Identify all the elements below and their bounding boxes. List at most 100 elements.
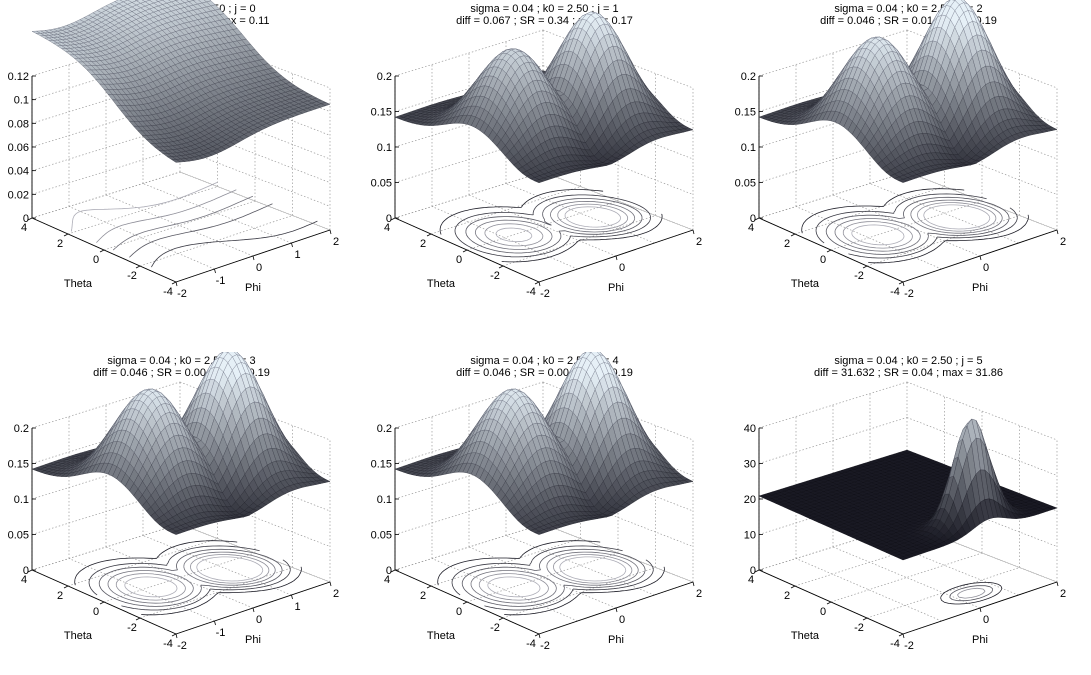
contour-line [152, 221, 318, 267]
z-tick-label: 0.2 [14, 423, 29, 435]
phi-tick-label: 2 [333, 236, 339, 248]
phi-axis-label: Phi [972, 282, 988, 294]
theta-tick-label: 4 [384, 222, 390, 234]
theta-tick-label: -4 [163, 638, 173, 650]
theta-tick [827, 250, 831, 252]
surface-plot: 00.020.040.060.080.10.12-4-2024-2-1012Th… [0, 0, 363, 323]
theta-tick-label: 2 [57, 590, 63, 602]
theta-tick-label: 0 [93, 606, 99, 618]
subplot-panel: sigma = 0.04 ; k0 = 2.50 ; j = 0diff = 0… [0, 0, 363, 323]
phi-tick [330, 582, 331, 586]
contour-lines [71, 182, 317, 267]
theta-tick [172, 634, 176, 636]
z-tick-label: 0.06 [8, 142, 29, 154]
theta-tick-label: -2 [490, 622, 500, 634]
phi-tick [176, 634, 177, 638]
theta-tick [136, 618, 140, 620]
phi-tick-label: 0 [256, 262, 262, 274]
phi-tick [539, 634, 540, 638]
theta-tick [535, 282, 539, 284]
theta-tick [100, 250, 104, 252]
z-tick-label: 0.2 [377, 71, 392, 83]
contour-line [125, 557, 263, 597]
phi-tick [693, 230, 694, 234]
grid-line [395, 172, 543, 218]
theta-tick-label: 2 [784, 238, 790, 250]
phi-tick [539, 282, 540, 286]
grid-line [32, 524, 180, 570]
theta-tick-label: 0 [456, 254, 462, 266]
theta-tick-label: -2 [127, 622, 137, 634]
phi-tick-label: -2 [904, 288, 914, 300]
theta-tick [64, 586, 68, 588]
theta-axis-label: Theta [64, 630, 93, 642]
theta-axis-label: Theta [791, 278, 820, 290]
z-tick-label: 0.1 [377, 494, 392, 506]
phi-tick-label: -1 [216, 275, 226, 287]
z-tick-label: 0.05 [371, 530, 392, 542]
theta-tick [64, 234, 68, 236]
theta-tick [463, 602, 467, 604]
z-tick-label: 0.05 [371, 178, 392, 190]
surface-mesh [32, 352, 330, 535]
grid-line [795, 187, 945, 235]
phi-axis-label: Phi [245, 282, 261, 294]
z-tick-label: 0.1 [377, 142, 392, 154]
phi-tick [1057, 230, 1058, 234]
phi-tick [616, 608, 617, 612]
phi-tick [903, 282, 904, 286]
theta-tick [863, 266, 867, 268]
surface-mesh [32, 0, 330, 162]
z-tick-label: 0.04 [8, 166, 29, 178]
contour-line [129, 204, 272, 257]
phi-tick-label: -2 [540, 288, 550, 300]
theta-tick-label: -4 [526, 638, 536, 650]
theta-tick [427, 586, 431, 588]
z-tick-label: 0.12 [8, 71, 29, 83]
theta-tick-label: -4 [163, 286, 173, 298]
theta-tick-label: 4 [21, 222, 27, 234]
z-tick-label: 0.15 [735, 107, 756, 119]
theta-axis-label: Theta [427, 278, 456, 290]
theta-tick-label: -2 [854, 270, 864, 282]
theta-tick-label: 2 [420, 238, 426, 250]
grid-line [431, 539, 581, 587]
theta-tick-label: 0 [820, 254, 826, 266]
z-tick-label: 0.05 [735, 178, 756, 190]
phi-tick-label: 0 [256, 614, 262, 626]
phi-axis-label: Phi [245, 634, 261, 646]
grid-line [395, 524, 543, 570]
theta-tick [100, 602, 104, 604]
theta-tick [499, 618, 503, 620]
grid-line [759, 172, 907, 218]
theta-tick-label: 2 [57, 238, 63, 250]
phi-tick-label: 1 [294, 249, 300, 261]
theta-tick [791, 234, 795, 236]
theta-tick-label: 4 [21, 574, 27, 586]
contour-line [108, 552, 275, 603]
theta-axis-label: Theta [64, 278, 93, 290]
phi-tick-label: 2 [1060, 236, 1066, 248]
theta-tick [535, 634, 539, 636]
contour-line [852, 205, 990, 245]
theta-tick-label: -4 [526, 286, 536, 298]
z-tick-label: 0.2 [741, 71, 756, 83]
phi-axis-label: Phi [608, 282, 624, 294]
phi-tick [253, 256, 254, 260]
contour-lines [440, 190, 662, 262]
grid-line [68, 539, 218, 587]
phi-tick [292, 595, 293, 599]
grid-line [431, 187, 581, 235]
z-tick-label: 0.05 [8, 530, 29, 542]
phi-tick-label: -2 [177, 640, 187, 652]
z-tick-label: 0.1 [14, 95, 29, 107]
phi-tick [215, 269, 216, 273]
